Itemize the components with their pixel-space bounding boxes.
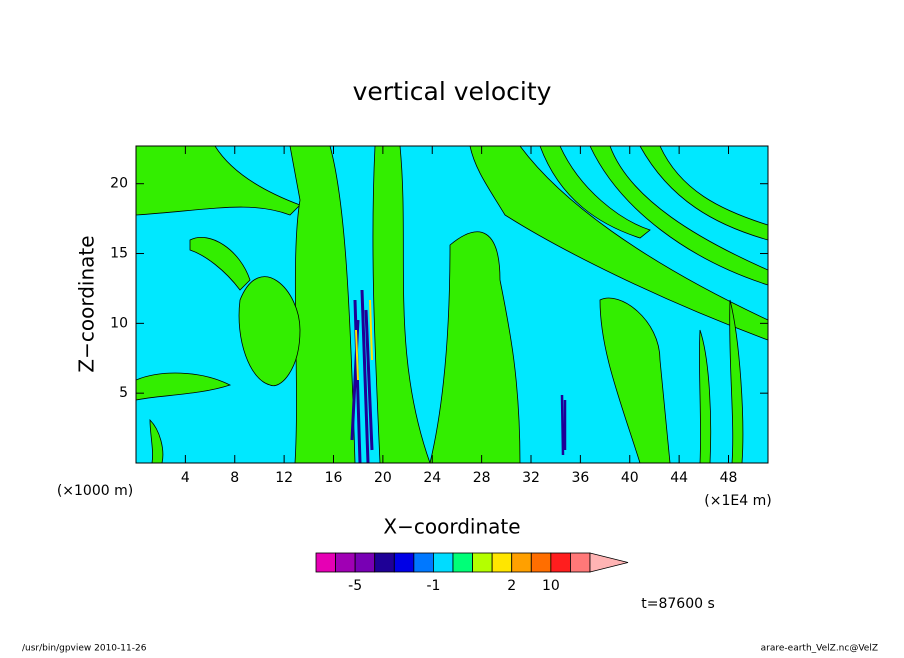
x-tick-label: 36 xyxy=(571,470,589,486)
colorbar-segment xyxy=(393,552,415,573)
colorbar-segment xyxy=(570,552,591,573)
x-tick-label: 32 xyxy=(522,470,540,486)
colorbar-segment xyxy=(530,552,552,573)
contour-regions xyxy=(136,146,768,463)
y-tick-label: 20 xyxy=(110,176,128,192)
colorbar-segment xyxy=(511,552,532,573)
y-tick-label: 10 xyxy=(110,315,128,331)
colorbar-extension xyxy=(589,552,629,573)
y-tick-label: 5 xyxy=(119,385,128,401)
x-tick-label: 16 xyxy=(325,470,343,486)
colorbar-segment xyxy=(452,552,473,573)
x-tick-label: 28 xyxy=(473,470,491,486)
x-tick-label: 20 xyxy=(374,470,392,486)
x-tick-label: 24 xyxy=(423,470,441,486)
colorbar-segment xyxy=(374,552,395,573)
x-tick-label: 12 xyxy=(275,470,293,486)
y-axis-label: Z−coordinate xyxy=(75,235,99,372)
colorbar-segment xyxy=(550,552,571,573)
x-unit-label: (×1000 m) xyxy=(57,483,133,499)
footer-right: arare-earth_VelZ.nc@VelZ xyxy=(761,644,878,654)
plot-frame xyxy=(135,145,769,464)
colorbar-segment xyxy=(491,552,513,573)
colorbar-segment xyxy=(354,552,376,573)
footer-left: /usr/bin/gpview 2010-11-26 xyxy=(22,644,147,654)
colorbar-segment xyxy=(433,552,454,573)
colorbar-segment xyxy=(315,552,336,573)
colorbar-tick-label: 2 xyxy=(507,578,516,594)
x-axis-label: X−coordinate xyxy=(383,515,520,539)
colorbar-segment xyxy=(472,552,493,573)
x-tick-label: 48 xyxy=(720,470,738,486)
x-tick-label: 44 xyxy=(670,470,688,486)
x-tick-label: 4 xyxy=(181,470,190,486)
x-tick-label: 8 xyxy=(230,470,239,486)
y-tick-label: 15 xyxy=(110,246,128,262)
x-unit-label-right: (×1E4 m) xyxy=(704,493,771,509)
chart-title: vertical velocity xyxy=(353,77,552,106)
colorbar-segment xyxy=(413,552,434,573)
colorbar-tick-label: -5 xyxy=(348,578,362,594)
x-tick-label: 40 xyxy=(621,470,639,486)
colorbar-segment xyxy=(335,552,356,573)
colorbar-tick-label: 10 xyxy=(542,578,560,594)
colorbar-tick-label: -1 xyxy=(426,578,440,594)
time-label: t=87600 s xyxy=(641,596,715,612)
